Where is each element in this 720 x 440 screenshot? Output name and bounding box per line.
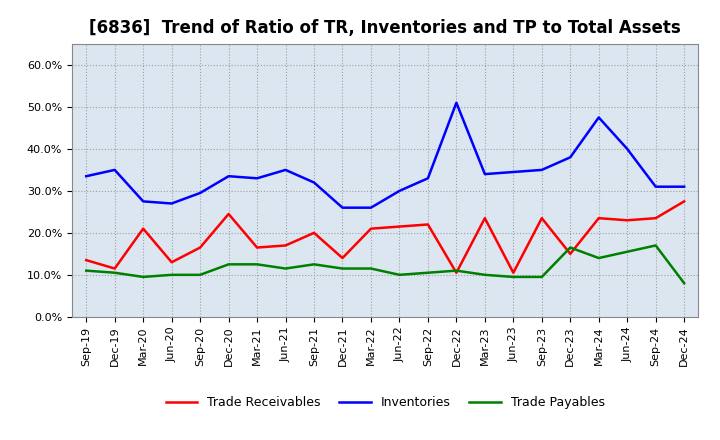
Inventories bbox=[623, 146, 631, 151]
Trade Receivables bbox=[395, 224, 404, 229]
Inventories bbox=[509, 169, 518, 175]
Inventories bbox=[82, 173, 91, 179]
Trade Receivables bbox=[509, 270, 518, 275]
Trade Receivables bbox=[282, 243, 290, 248]
Inventories bbox=[310, 180, 318, 185]
Trade Payables bbox=[82, 268, 91, 273]
Trade Payables bbox=[253, 262, 261, 267]
Inventories bbox=[110, 167, 119, 172]
Trade Receivables bbox=[139, 226, 148, 231]
Inventories bbox=[139, 199, 148, 204]
Trade Receivables bbox=[225, 211, 233, 216]
Trade Receivables bbox=[680, 199, 688, 204]
Trade Receivables bbox=[310, 230, 318, 235]
Trade Receivables bbox=[423, 222, 432, 227]
Inventories bbox=[595, 115, 603, 120]
Trade Payables bbox=[480, 272, 489, 278]
Trade Receivables bbox=[338, 255, 347, 260]
Line: Trade Payables: Trade Payables bbox=[86, 246, 684, 283]
Inventories bbox=[566, 155, 575, 160]
Trade Payables bbox=[225, 262, 233, 267]
Trade Payables bbox=[110, 270, 119, 275]
Line: Trade Receivables: Trade Receivables bbox=[86, 202, 684, 273]
Trade Payables bbox=[566, 245, 575, 250]
Trade Payables bbox=[623, 249, 631, 254]
Trade Payables bbox=[139, 274, 148, 279]
Inventories bbox=[366, 205, 375, 210]
Trade Payables bbox=[196, 272, 204, 278]
Inventories bbox=[480, 172, 489, 177]
Trade Payables bbox=[537, 274, 546, 279]
Inventories bbox=[452, 100, 461, 106]
Trade Receivables bbox=[110, 266, 119, 271]
Line: Inventories: Inventories bbox=[86, 103, 684, 208]
Trade Payables bbox=[282, 266, 290, 271]
Trade Payables bbox=[652, 243, 660, 248]
Inventories bbox=[395, 188, 404, 194]
Trade Payables bbox=[395, 272, 404, 278]
Inventories bbox=[423, 176, 432, 181]
Inventories bbox=[253, 176, 261, 181]
Title: [6836]  Trend of Ratio of TR, Inventories and TP to Total Assets: [6836] Trend of Ratio of TR, Inventories… bbox=[89, 19, 681, 37]
Trade Receivables bbox=[652, 216, 660, 221]
Trade Payables bbox=[452, 268, 461, 273]
Trade Receivables bbox=[537, 216, 546, 221]
Trade Payables bbox=[338, 266, 347, 271]
Trade Receivables bbox=[623, 218, 631, 223]
Trade Receivables bbox=[566, 251, 575, 257]
Trade Receivables bbox=[452, 270, 461, 275]
Trade Payables bbox=[680, 281, 688, 286]
Trade Receivables bbox=[167, 260, 176, 265]
Trade Payables bbox=[366, 266, 375, 271]
Trade Payables bbox=[167, 272, 176, 278]
Trade Payables bbox=[509, 274, 518, 279]
Inventories bbox=[225, 173, 233, 179]
Inventories bbox=[652, 184, 660, 189]
Trade Payables bbox=[595, 255, 603, 260]
Trade Receivables bbox=[196, 245, 204, 250]
Trade Receivables bbox=[595, 216, 603, 221]
Trade Receivables bbox=[82, 257, 91, 263]
Inventories bbox=[167, 201, 176, 206]
Trade Receivables bbox=[480, 216, 489, 221]
Inventories bbox=[680, 184, 688, 189]
Trade Payables bbox=[423, 270, 432, 275]
Trade Receivables bbox=[253, 245, 261, 250]
Trade Payables bbox=[310, 262, 318, 267]
Inventories bbox=[282, 167, 290, 172]
Inventories bbox=[537, 167, 546, 172]
Trade Receivables bbox=[366, 226, 375, 231]
Inventories bbox=[338, 205, 347, 210]
Legend: Trade Receivables, Inventories, Trade Payables: Trade Receivables, Inventories, Trade Pa… bbox=[161, 391, 610, 414]
Inventories bbox=[196, 191, 204, 196]
